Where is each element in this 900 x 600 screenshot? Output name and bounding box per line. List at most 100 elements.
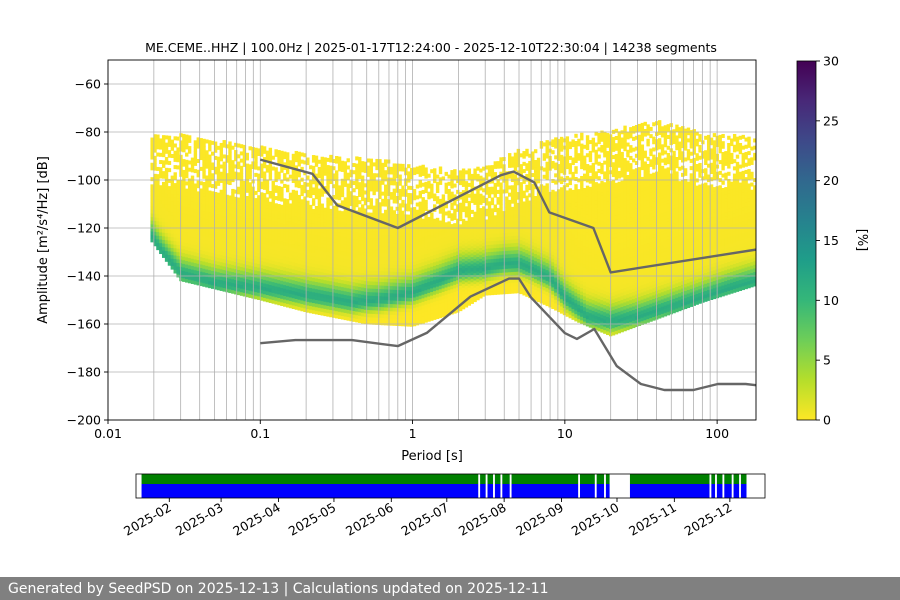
psd-density-cell [389, 210, 394, 215]
psd-density-cell [487, 172, 492, 177]
psd-density-cell [395, 257, 399, 262]
psd-density-cell [326, 291, 330, 296]
psd-density-cell [182, 223, 186, 228]
psd-density-cell [265, 291, 270, 296]
psd-density-cell [340, 164, 345, 169]
psd-density-cell [456, 297, 460, 302]
psd-density-cell [182, 277, 186, 282]
psd-density-cell [528, 214, 532, 219]
psd-density-cell [499, 204, 503, 209]
psd-density-cell [375, 248, 379, 253]
psd-density-cell [176, 179, 180, 184]
psd-density-cell [326, 165, 330, 170]
psd-density-cell [479, 294, 483, 299]
psd-density-cell [164, 167, 169, 172]
psd-density-cell [375, 198, 379, 203]
psd-density-cell [311, 234, 316, 239]
psd-density-cell [190, 218, 195, 223]
psd-density-cell [271, 188, 275, 193]
psd-density-cell [288, 232, 293, 237]
psd-density-cell [176, 273, 180, 278]
psd-density-cell [274, 185, 278, 190]
psd-density-cell [496, 283, 500, 288]
psd-density-cell [381, 166, 385, 171]
psd-density-cell [306, 240, 310, 245]
psd-density-cell [329, 226, 333, 231]
psd-density-cell [496, 236, 500, 241]
psd-density-cell [358, 185, 362, 190]
psd-density-cell [323, 222, 327, 227]
psd-density-cell [185, 174, 189, 179]
psd-density-cell [470, 209, 474, 214]
psd-density-cell [363, 251, 368, 256]
psd-density-cell [326, 240, 330, 245]
psd-density-cell [311, 255, 316, 260]
psd-density-cell [484, 255, 489, 260]
psd-density-cell [352, 188, 356, 193]
psd-density-cell [421, 265, 425, 270]
psd-density-cell [355, 271, 359, 276]
psd-density-cell [476, 209, 480, 214]
psd-density-cell [242, 285, 247, 290]
psd-density-cell [533, 278, 538, 283]
psd-density-cell [326, 179, 330, 184]
psd-density-cell [516, 170, 521, 175]
psd-density-cell [473, 283, 477, 288]
psd-density-cell [291, 161, 296, 166]
psd-density-cell [245, 286, 249, 291]
psd-density-cell [176, 219, 180, 224]
psd-density-cell [340, 182, 345, 187]
psd-density-cell [496, 261, 500, 266]
psd-density-cell [510, 242, 515, 247]
psd-density-cell [508, 207, 512, 212]
psd-density-cell [187, 160, 192, 165]
psd-density-cell [418, 223, 422, 228]
psd-density-cell [190, 272, 195, 277]
psd-density-cell [427, 288, 431, 293]
psd-density-cell [352, 256, 356, 261]
psd-density-cell [222, 168, 226, 173]
psd-density-cell [346, 269, 350, 274]
psd-density-cell [435, 282, 440, 287]
psd-density-cell [508, 174, 512, 179]
psd-density-cell [510, 224, 515, 229]
psd-density-cell [213, 155, 218, 160]
psd-density-cell [395, 195, 399, 200]
psd-density-cell [294, 262, 299, 267]
psd-density-cell [245, 253, 249, 258]
psd-density-cell [161, 185, 166, 190]
psd-density-cell [346, 277, 350, 282]
psd-density-cell [430, 230, 434, 235]
psd-density-cell [335, 274, 339, 279]
psd-density-cell [190, 208, 195, 212]
psd-density-cell [329, 291, 333, 296]
psd-density-cell [461, 280, 466, 285]
psd-density-cell [222, 154, 226, 159]
psd-density-cell [280, 219, 284, 224]
psd-density-cell [360, 315, 365, 320]
psd-density-cell [444, 312, 448, 317]
psd-density-cell [525, 271, 529, 276]
psd-density-cell [277, 175, 281, 180]
psd-density-cell [487, 251, 492, 256]
psd-density-cell [222, 258, 226, 263]
psd-density-cell [499, 182, 503, 187]
psd-density-cell [360, 233, 365, 238]
psd-density-cell [453, 223, 457, 228]
psd-density-cell [222, 262, 226, 267]
psd-density-cell [187, 203, 192, 208]
psd-density-cell [392, 267, 397, 272]
psd-density-cell [213, 281, 218, 286]
psd-density-cell [268, 259, 273, 264]
psd-density-cell [450, 238, 454, 243]
psd-density-cell [283, 281, 287, 286]
psd-density-cell [505, 286, 509, 291]
psd-density-cell [358, 174, 362, 179]
psd-density-cell [311, 299, 316, 304]
psd-density-cell [528, 247, 532, 252]
psd-density-cell [427, 252, 431, 257]
psd-density-cell [363, 168, 368, 173]
psd-density-cell [239, 216, 244, 221]
psd-density-cell [476, 220, 480, 225]
psd-density-cell [510, 246, 515, 251]
